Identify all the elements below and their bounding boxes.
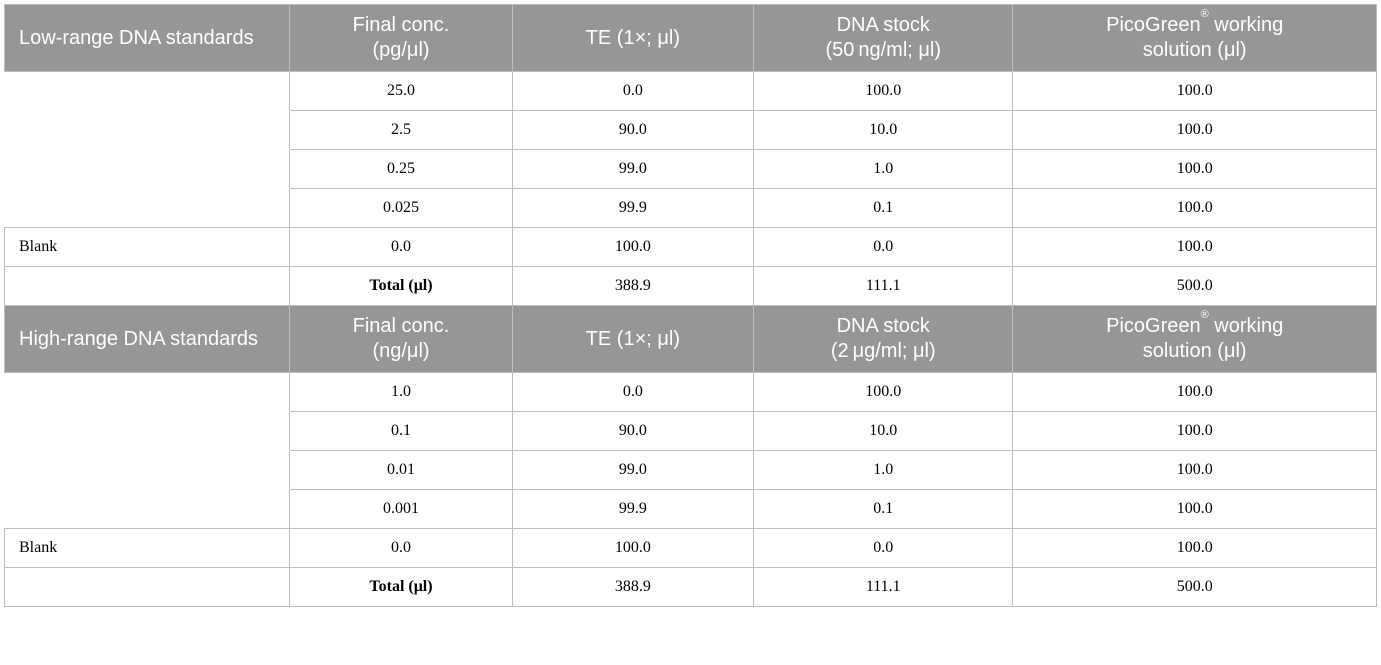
high-h-c4: DNA stock(2 μg/ml; μl) — [754, 306, 1013, 373]
conc: 0.001 — [290, 490, 512, 529]
row-label — [5, 72, 290, 111]
stock: 0.1 — [754, 189, 1013, 228]
te: 90.0 — [512, 111, 753, 150]
row-label — [5, 150, 290, 189]
stock: 0.1 — [754, 490, 1013, 529]
stock: 0.0 — [754, 228, 1013, 267]
stock: 111.1 — [754, 267, 1013, 306]
te: 100.0 — [512, 529, 753, 568]
total-label: Total (μl) — [290, 568, 512, 607]
low-header-row: Low-range DNA standards Final conc.(pg/μ… — [5, 5, 1377, 72]
te: 99.9 — [512, 189, 753, 228]
conc: 25.0 — [290, 72, 512, 111]
te: 0.0 — [512, 72, 753, 111]
low-h-c3: TE (1×; μl) — [512, 5, 753, 72]
table-row: 1.0 0.0 100.0 100.0 — [5, 373, 1377, 412]
row-label — [5, 412, 290, 451]
table-row: 0.1 90.0 10.0 100.0 — [5, 412, 1377, 451]
pg: 100.0 — [1013, 189, 1377, 228]
pg: 100.0 — [1013, 451, 1377, 490]
pg: 100.0 — [1013, 490, 1377, 529]
table-row: 2.5 90.0 10.0 100.0 — [5, 111, 1377, 150]
pg: 100.0 — [1013, 150, 1377, 189]
high-h-c3: TE (1×; μl) — [512, 306, 753, 373]
total-row: Total (μl) 388.9 111.1 500.0 — [5, 568, 1377, 607]
pg: 100.0 — [1013, 412, 1377, 451]
blank-label: Blank — [5, 228, 290, 267]
table-row: 0.01 99.0 1.0 100.0 — [5, 451, 1377, 490]
conc: 0.0 — [290, 529, 512, 568]
stock: 0.0 — [754, 529, 1013, 568]
high-header-row: High-range DNA standards Final conc.(ng/… — [5, 306, 1377, 373]
blank-label: Blank — [5, 529, 290, 568]
pg: 100.0 — [1013, 373, 1377, 412]
blank-row: Blank 0.0 100.0 0.0 100.0 — [5, 529, 1377, 568]
conc: 0.1 — [290, 412, 512, 451]
low-h-c2: Final conc.(pg/μl) — [290, 5, 512, 72]
te: 388.9 — [512, 568, 753, 607]
total-spacer — [5, 568, 290, 607]
conc: 0.025 — [290, 189, 512, 228]
table-row: 0.025 99.9 0.1 100.0 — [5, 189, 1377, 228]
table-row: 0.25 99.0 1.0 100.0 — [5, 150, 1377, 189]
te: 99.9 — [512, 490, 753, 529]
row-label — [5, 490, 290, 529]
low-h-c1: Low-range DNA standards — [5, 5, 290, 72]
stock: 1.0 — [754, 451, 1013, 490]
pg: 100.0 — [1013, 529, 1377, 568]
stock: 10.0 — [754, 412, 1013, 451]
row-label — [5, 189, 290, 228]
dna-standards-table: Low-range DNA standards Final conc.(pg/μ… — [4, 4, 1377, 607]
conc: 1.0 — [290, 373, 512, 412]
row-label — [5, 451, 290, 490]
conc: 2.5 — [290, 111, 512, 150]
stock: 100.0 — [754, 72, 1013, 111]
pg: 100.0 — [1013, 72, 1377, 111]
stock: 10.0 — [754, 111, 1013, 150]
total-spacer — [5, 267, 290, 306]
conc: 0.01 — [290, 451, 512, 490]
stock: 100.0 — [754, 373, 1013, 412]
table-row: 0.001 99.9 0.1 100.0 — [5, 490, 1377, 529]
stock: 111.1 — [754, 568, 1013, 607]
low-h-c4: DNA stock(50 ng/ml; μl) — [754, 5, 1013, 72]
high-h-c1: High-range DNA standards — [5, 306, 290, 373]
high-h-c5: PicoGreen® workingsolution (μl) — [1013, 306, 1377, 373]
row-label — [5, 111, 290, 150]
low-h-c5: PicoGreen® workingsolution (μl) — [1013, 5, 1377, 72]
row-label — [5, 373, 290, 412]
stock: 1.0 — [754, 150, 1013, 189]
pg: 100.0 — [1013, 228, 1377, 267]
te: 99.0 — [512, 150, 753, 189]
total-row: Total (μl) 388.9 111.1 500.0 — [5, 267, 1377, 306]
conc: 0.0 — [290, 228, 512, 267]
te: 90.0 — [512, 412, 753, 451]
te: 99.0 — [512, 451, 753, 490]
te: 388.9 — [512, 267, 753, 306]
pg: 500.0 — [1013, 267, 1377, 306]
te: 100.0 — [512, 228, 753, 267]
blank-row: Blank 0.0 100.0 0.0 100.0 — [5, 228, 1377, 267]
conc: 0.25 — [290, 150, 512, 189]
high-h-c2: Final conc.(ng/μl) — [290, 306, 512, 373]
te: 0.0 — [512, 373, 753, 412]
table-row: 25.0 0.0 100.0 100.0 — [5, 72, 1377, 111]
total-label: Total (μl) — [290, 267, 512, 306]
pg: 100.0 — [1013, 111, 1377, 150]
pg: 500.0 — [1013, 568, 1377, 607]
